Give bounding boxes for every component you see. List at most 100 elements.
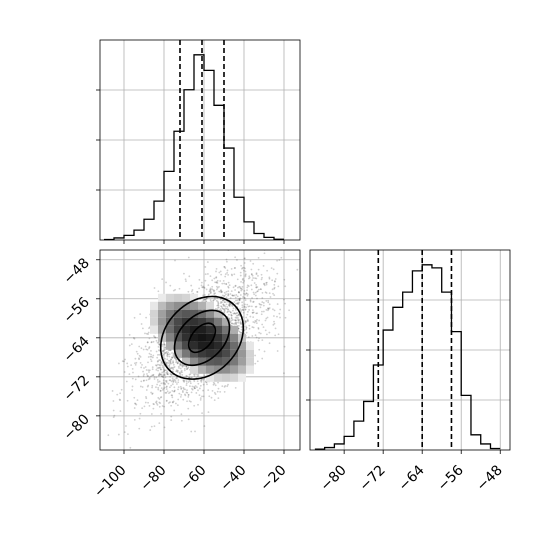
scatter-point [241, 306, 244, 309]
scatter-point [245, 331, 248, 334]
scatter-point [163, 369, 166, 372]
scatter-point [247, 319, 249, 322]
scatter-point [143, 367, 145, 369]
scatter-point [147, 375, 149, 377]
scatter-point [227, 308, 229, 311]
scatter-point [199, 399, 202, 401]
scatter-point [187, 394, 190, 396]
density-cell [166, 309, 174, 318]
scatter-point [150, 355, 153, 358]
scatter-point [258, 348, 261, 351]
scatter-point [157, 369, 159, 372]
scatter-point [167, 382, 170, 385]
scatter-point [134, 362, 136, 365]
density-cell [246, 341, 254, 350]
density-cell [166, 325, 174, 334]
scatter-point [234, 319, 237, 322]
scatter-point [189, 400, 192, 403]
scatter-point [181, 374, 184, 376]
scatter-point [158, 422, 161, 425]
scatter-point [255, 320, 258, 323]
scatter-point [133, 316, 136, 319]
scatter-point [236, 259, 238, 261]
scatter-point [182, 398, 185, 401]
scatter-point [208, 290, 211, 293]
scatter-point [221, 316, 224, 319]
scatter-point [174, 259, 176, 262]
scatter-point [237, 318, 239, 321]
scatter-point [164, 348, 167, 351]
density-cell [214, 309, 222, 318]
scatter-point [215, 276, 217, 279]
scatter-point [223, 310, 226, 313]
density-cell [158, 309, 166, 318]
scatter-point [209, 292, 212, 295]
x-tick-label: −80 [318, 462, 350, 494]
scatter-point [153, 425, 156, 428]
scatter-point [155, 350, 158, 353]
scatter-point [176, 362, 179, 365]
scatter-point [239, 294, 242, 296]
scatter-point [245, 328, 248, 331]
scatter-point [250, 273, 253, 275]
scatter-point [155, 364, 158, 367]
scatter-point [225, 258, 228, 261]
x-tick-label: −100 [91, 462, 130, 501]
scatter-point [164, 380, 167, 382]
scatter-point [239, 320, 242, 323]
scatter-point [190, 430, 193, 433]
scatter-point [186, 375, 188, 378]
scatter-point [156, 360, 159, 363]
scatter-point [209, 288, 212, 291]
scatter-point [228, 304, 231, 307]
scatter-point [249, 315, 252, 318]
scatter-point [268, 303, 271, 306]
scatter-point [136, 352, 139, 355]
scatter-point [255, 312, 258, 315]
histogram-bin [481, 444, 491, 450]
scatter-point [207, 284, 210, 287]
scatter-point [245, 316, 248, 319]
scatter-point [146, 348, 149, 351]
scatter-point [262, 302, 265, 304]
scatter-point [254, 319, 257, 322]
scatter-point [177, 386, 180, 389]
scatter-point [251, 297, 253, 299]
scatter-point [266, 269, 269, 272]
scatter-point [247, 305, 250, 308]
scatter-point [113, 414, 116, 417]
histogram-step [314, 264, 501, 450]
scatter-point [265, 282, 268, 284]
scatter-point [225, 260, 228, 263]
scatter-point [159, 364, 162, 367]
scatter-point [223, 291, 226, 294]
scatter-point [283, 278, 286, 281]
scatter-point [278, 259, 281, 262]
scatter-point [244, 321, 247, 324]
scatter-point [240, 326, 243, 328]
scatter-point [225, 296, 228, 299]
scatter-point [169, 362, 172, 364]
scatter-point [220, 290, 223, 293]
density-cell [174, 301, 182, 310]
scatter-point [220, 300, 222, 303]
scatter-point [151, 386, 153, 389]
scatter-point [172, 381, 175, 383]
scatter-point [153, 378, 156, 380]
scatter-point [257, 274, 259, 277]
scatter-point [261, 323, 264, 326]
scatter-point [175, 369, 178, 372]
density-cell [238, 373, 246, 382]
scatter-point [168, 363, 171, 366]
scatter-point [273, 315, 275, 317]
scatter-point [255, 283, 258, 286]
scatter-point [235, 317, 238, 319]
scatter-point [279, 308, 282, 311]
scatter-point [243, 292, 245, 295]
scatter-point [197, 382, 200, 385]
scatter-point [243, 297, 246, 300]
scatter-point [239, 274, 242, 277]
scatter-point [276, 303, 279, 305]
scatter-point [283, 298, 285, 301]
scatter-point [243, 296, 246, 299]
